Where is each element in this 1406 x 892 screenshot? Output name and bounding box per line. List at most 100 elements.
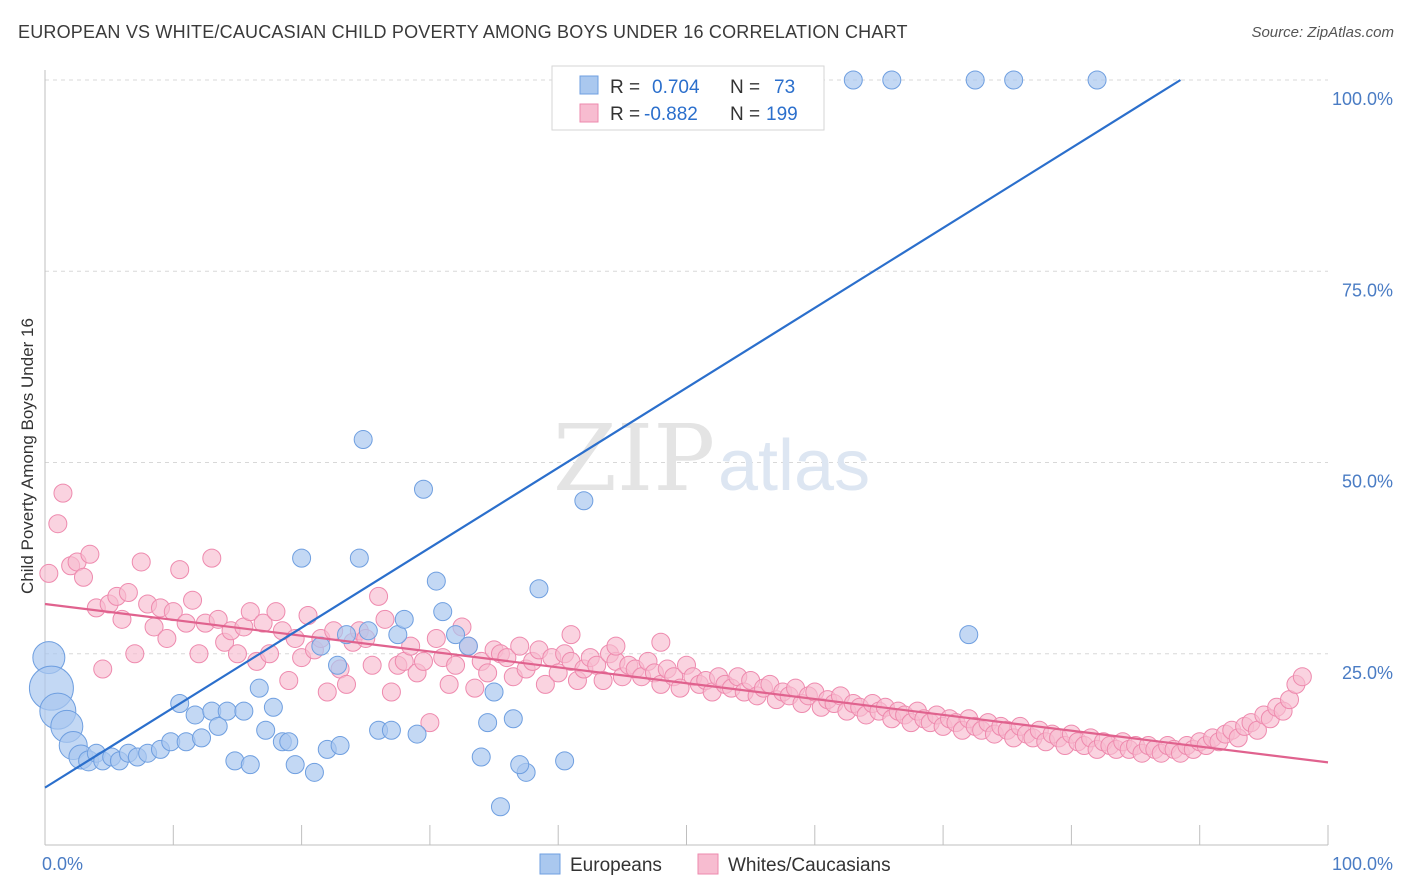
- europeans-point-33: [304, 762, 324, 782]
- chart-title: EUROPEAN VS WHITE/CAUCASIAN CHILD POVERT…: [18, 22, 908, 42]
- whites-point-0: [39, 563, 59, 583]
- europeans-point-30: [279, 732, 299, 752]
- x-tick-label-end: 100.0%: [1332, 854, 1393, 874]
- whites-point-23: [189, 644, 209, 664]
- europeans-point-50: [458, 636, 478, 656]
- legend-whites-swatch: [579, 103, 599, 123]
- bottom-legend-whites-swatch: [697, 853, 719, 875]
- whites-point-73: [510, 636, 530, 656]
- europeans-point-38: [349, 548, 369, 568]
- europeans-point-32: [292, 548, 312, 568]
- whites-points: [39, 483, 1312, 763]
- europeans-point-52: [478, 713, 498, 733]
- whites-point-43: [317, 682, 337, 702]
- whites-point-12: [118, 583, 138, 603]
- legend-europeans-r-label: R =: [610, 77, 640, 98]
- legend-whites-r-label: R =: [610, 104, 640, 125]
- bottom-legend: Europeans Whites/Caucasians: [539, 853, 891, 876]
- whites-point-14: [131, 552, 151, 572]
- whites-trend-line: [44, 602, 1329, 764]
- whites-point-31: [240, 602, 260, 622]
- legend-whites-r-value: -0.882: [644, 104, 698, 125]
- bottom-legend-europeans-label: Europeans: [570, 855, 662, 876]
- whites-point-77: [535, 674, 555, 694]
- whites-point-35: [266, 602, 286, 622]
- watermark-atlas: atlas: [718, 426, 870, 506]
- whites-point-60: [426, 628, 446, 648]
- europeans-point-31: [285, 755, 305, 775]
- europeans-point-55: [503, 709, 523, 729]
- europeans-point-53: [484, 682, 504, 702]
- europeans-point-42: [381, 720, 401, 740]
- whites-point-63: [446, 655, 466, 675]
- whites-point-20: [170, 560, 190, 580]
- europeans-point-22: [217, 701, 237, 721]
- europeans-point-40: [358, 621, 378, 641]
- europeans-point-48: [433, 602, 453, 622]
- trend-lines: [44, 79, 1329, 789]
- whites-point-53: [381, 682, 401, 702]
- legend-europeans-r-value: 0.704: [652, 77, 700, 98]
- europeans-point-44: [394, 609, 414, 629]
- europeans-point-24: [234, 701, 254, 721]
- europeans-point-68: [1004, 70, 1024, 90]
- legend-whites-n-label: N =: [730, 104, 760, 125]
- legend-europeans-n-label: N =: [730, 77, 760, 98]
- europeans-point-19: [192, 728, 212, 748]
- whites-point-68: [478, 663, 498, 683]
- europeans-point-58: [574, 491, 594, 511]
- source-credit: Source: ZipAtlas.com: [1251, 24, 1394, 41]
- whites-point-25: [202, 548, 222, 568]
- whites-point-29: [227, 644, 247, 664]
- y-tick-label-25: 25.0%: [1342, 663, 1393, 683]
- europeans-point-66: [959, 625, 979, 645]
- whites-point-33: [253, 613, 273, 633]
- whites-point-66: [465, 678, 485, 698]
- y-tick-label-100: 100.0%: [1332, 89, 1393, 109]
- europeans-point-64: [843, 70, 863, 90]
- y-axis-title: Child Poverty Among Boys Under 16: [18, 318, 37, 594]
- europeans-point-47: [426, 571, 446, 591]
- watermark: ZIP atlas: [553, 405, 870, 512]
- tick-labels: 25.0% 50.0% 75.0% 100.0% 0.0% 100.0%: [42, 89, 1393, 874]
- europeans-point-27: [256, 720, 276, 740]
- bottom-legend-whites-label: Whites/Caucasians: [728, 855, 891, 876]
- whites-point-58: [413, 651, 433, 671]
- whites-point-6: [80, 544, 100, 564]
- whites-point-18: [157, 628, 177, 648]
- europeans-point-39: [353, 430, 373, 450]
- whites-point-46: [337, 674, 357, 694]
- legend-whites-n-value: 199: [766, 104, 798, 125]
- whites-point-52: [375, 609, 395, 629]
- grid-lines: [45, 79, 1328, 655]
- whites-point-22: [183, 590, 203, 610]
- europeans-point-72: [330, 736, 350, 756]
- whites-point-5: [73, 567, 93, 587]
- y-tick-label-50: 50.0%: [1342, 472, 1393, 492]
- europeans-point-37: [337, 625, 357, 645]
- europeans-point-49: [446, 625, 466, 645]
- europeans-point-71: [555, 751, 575, 771]
- whites-point-2: [53, 483, 73, 503]
- whites-point-13: [125, 644, 145, 664]
- legend: R = 0.704 N = 73 R = -0.882 N = 199: [551, 65, 825, 131]
- whites-point-197: [606, 636, 626, 656]
- europeans-point-26: [249, 678, 269, 698]
- europeans-point-67: [965, 70, 985, 90]
- legend-europeans-n-value: 73: [774, 77, 795, 98]
- europeans-trend-line: [44, 79, 1182, 789]
- whites-point-40: [298, 606, 318, 625]
- europeans-point-65: [882, 70, 902, 90]
- whites-point-50: [362, 655, 382, 675]
- europeans-point-25: [240, 755, 260, 775]
- whites-point-8: [93, 659, 113, 679]
- europeans-point-51: [471, 747, 491, 767]
- x-tick-label-start: 0.0%: [42, 854, 83, 874]
- europeans-point-18: [185, 705, 205, 725]
- whites-point-198: [561, 625, 581, 645]
- europeans-point-57: [529, 579, 549, 599]
- europeans-point-54: [490, 797, 510, 817]
- europeans-point-46: [413, 479, 433, 499]
- europeans-point-36: [328, 655, 348, 675]
